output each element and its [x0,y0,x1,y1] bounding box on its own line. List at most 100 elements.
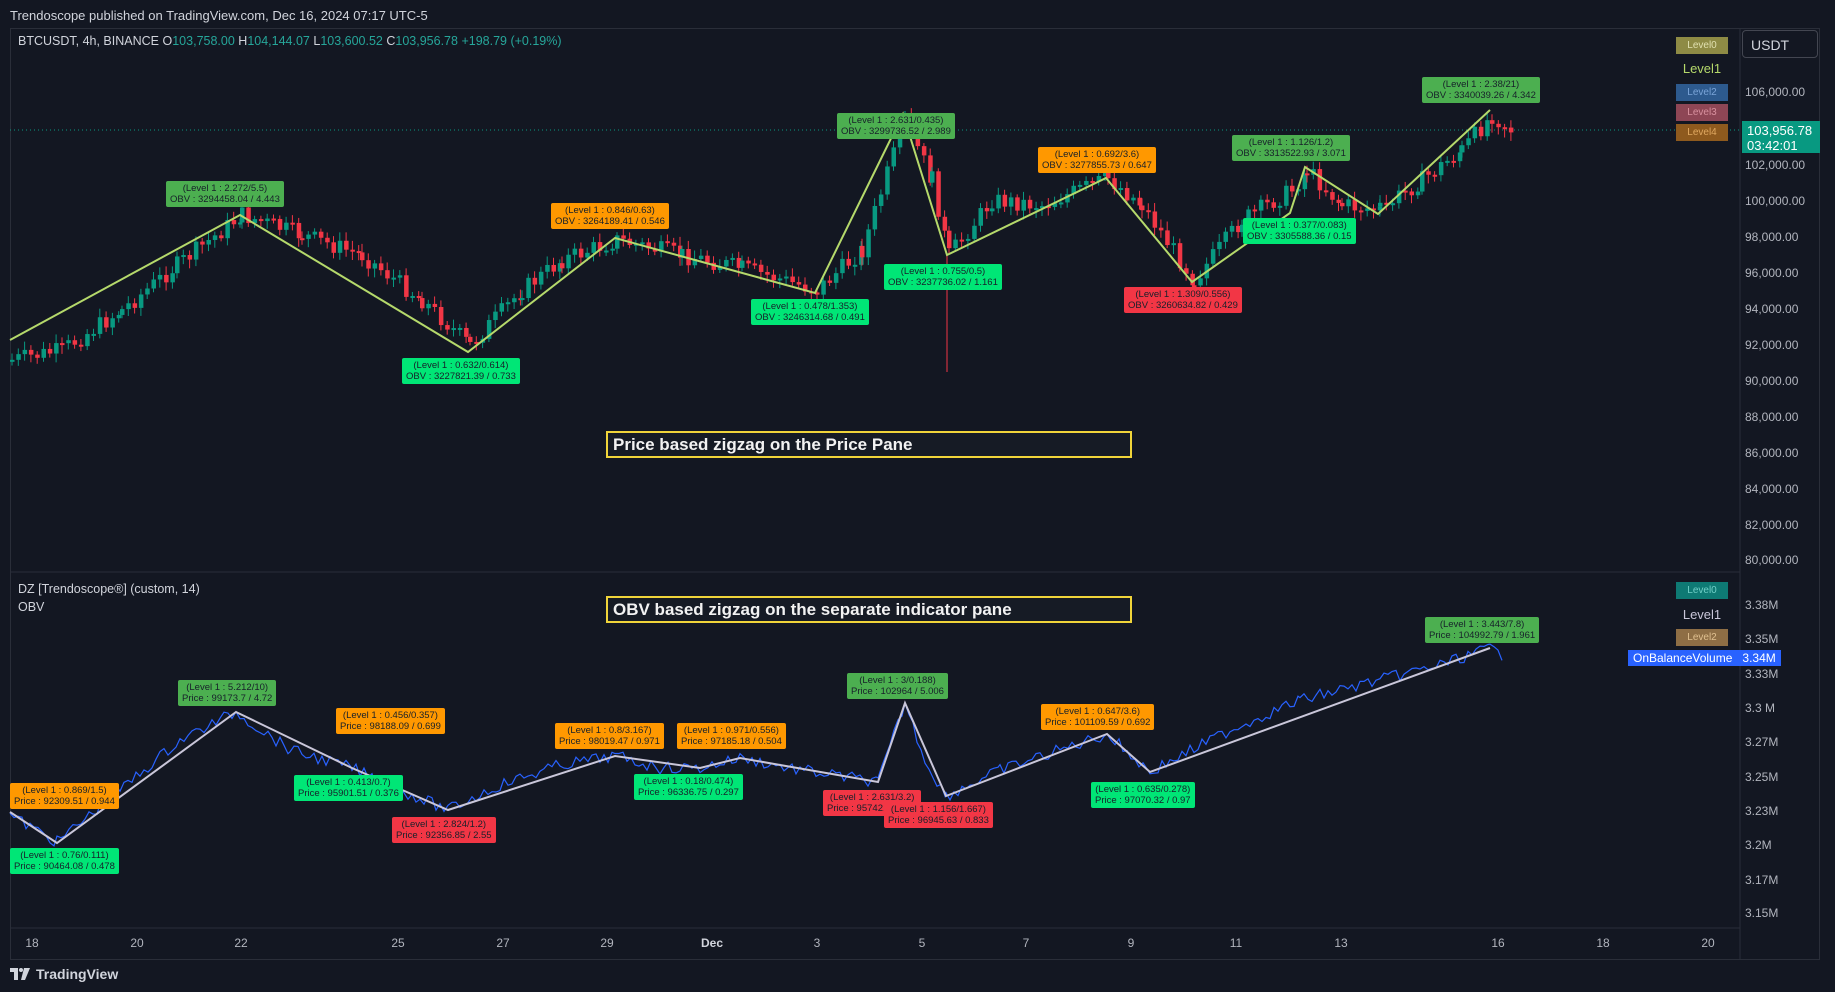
candle-body [397,275,403,278]
legend-level3: Level3 [1676,104,1728,121]
price-axis-tick: 82,000.00 [1745,518,1799,532]
candle-body [771,274,776,281]
obv-pivot-label: (Level 1 : 0.456/0.357) Price : 98188.09 … [336,708,445,734]
candle-body [680,249,685,258]
candle-body [225,220,230,239]
price-pivot-label: (Level 1 : 0.377/0.083) OBV : 3305588.36 … [1243,218,1356,244]
candle-body [120,309,125,315]
candle-body [640,242,645,245]
candle-body [41,348,46,358]
indicator-legend[interactable]: DZ [Trendoscope®] (custom, 14) OBV [18,580,200,616]
candle-body [157,274,163,280]
candle-body [827,280,833,283]
price-pane-caption: Price based zigzag on the Price Pane [606,431,1132,458]
candle-body [578,248,584,258]
price-pivot-label: (Level 1 : 1.126/1.2) OBV : 3313522.93 / … [1232,135,1350,161]
candle-body [1217,241,1222,250]
legend-obv-level0: Level0 [1676,582,1728,599]
price-axis-tick: 102,000.00 [1745,158,1806,172]
candle-body [1090,180,1095,183]
candle-body [615,235,620,249]
candle-body [72,340,78,345]
candle-body [545,264,550,272]
candle-body [372,263,378,269]
time-axis-tick: Dec [700,936,724,950]
candle-body [1190,273,1195,286]
time-axis-tick: 3 [813,936,821,950]
candle-body [1198,278,1203,286]
obv-axis-tick: 3.23M [1745,804,1779,818]
time-axis-tick: 7 [1022,936,1030,950]
candle-body [1046,206,1051,209]
obv-pivot-label: (Level 1 : 0.413/0.7) Price : 95901.51 / … [294,775,403,801]
candle-body [277,218,283,230]
price-pivot-label: (Level 1 : 0.692/3.6) OBV : 3277855.73 / … [1038,147,1156,173]
candle-body [151,279,156,289]
last-price-value: 103,956.78 [1747,123,1813,138]
candle-body [35,354,40,358]
candle-body [1184,268,1189,274]
time-axis-tick: 9 [1127,936,1135,950]
candle-body [921,146,927,156]
candle-body [815,292,820,295]
candle-body [312,231,318,235]
candle-body [652,248,658,252]
candle-body [610,248,615,251]
price-pivot-label: (Level 1 : 0.478/1.353) OBV : 3246314.68 … [751,299,869,325]
candle-body [1265,199,1270,203]
candle-body [206,239,211,245]
candle-body [1378,202,1383,207]
tradingview-logo[interactable]: TradingView [10,966,118,982]
candle-body [512,298,517,303]
time-axis-tick: 25 [391,936,405,950]
time-axis-tick: 27 [496,936,510,950]
candle-body [404,275,409,297]
candle-body [796,282,802,285]
candle-body [360,252,365,261]
obv-value-tag: OnBalanceVolume 3.34M [1628,650,1781,666]
candle-body [520,298,525,301]
candle-body [1246,209,1251,225]
candle-body [300,238,305,241]
indicator-title: DZ [Trendoscope®] (custom, 14) [18,582,200,596]
obv-axis-tick: 3.3 M [1745,701,1776,715]
obv-pivot-label: (Level 1 : 0.971/0.556) Price : 97185.18 … [677,723,786,749]
candle-body [947,230,952,249]
candle-body [686,249,691,266]
candle-body [170,273,175,283]
candle-body [1165,230,1170,246]
candle-body [246,207,251,224]
candle-body [1466,138,1471,146]
candle-body [344,240,349,250]
candle-body [1140,205,1145,211]
candle-body [1118,188,1124,191]
candle-body [1340,202,1345,207]
time-axis-tick: 22 [234,936,248,950]
candle-body [866,229,871,258]
candle-body [145,288,150,295]
candle-body [337,240,343,253]
candle-body [984,208,990,212]
candle-body [1296,189,1301,192]
candle-body [1478,126,1484,137]
price-axis-tick: 106,000.00 [1745,85,1806,99]
obv-axis-tick: 3.38M [1745,598,1779,612]
candle-body [318,231,324,238]
candle-body [860,245,865,258]
candle-body [416,295,422,299]
candle-body [1034,208,1039,211]
time-axis-tick: 5 [918,936,926,950]
candle-body [930,171,935,183]
obv-pivot-label: (Level 1 : 3/0.188) Price : 102964 / 5.00… [847,673,948,699]
candle-body [97,317,103,334]
candle-body [1096,175,1102,182]
candle-body [1415,191,1421,196]
candle-body [505,302,511,305]
time-axis-tick: 29 [600,936,614,950]
footer-bar [0,960,1835,992]
symbol-ohlc-legend[interactable]: BTCUSDT, 4h, BINANCE O103,758.00 H104,14… [18,34,562,48]
candle-body [972,225,977,239]
currency-button[interactable]: USDT [1742,30,1818,58]
candle-body [10,359,15,362]
